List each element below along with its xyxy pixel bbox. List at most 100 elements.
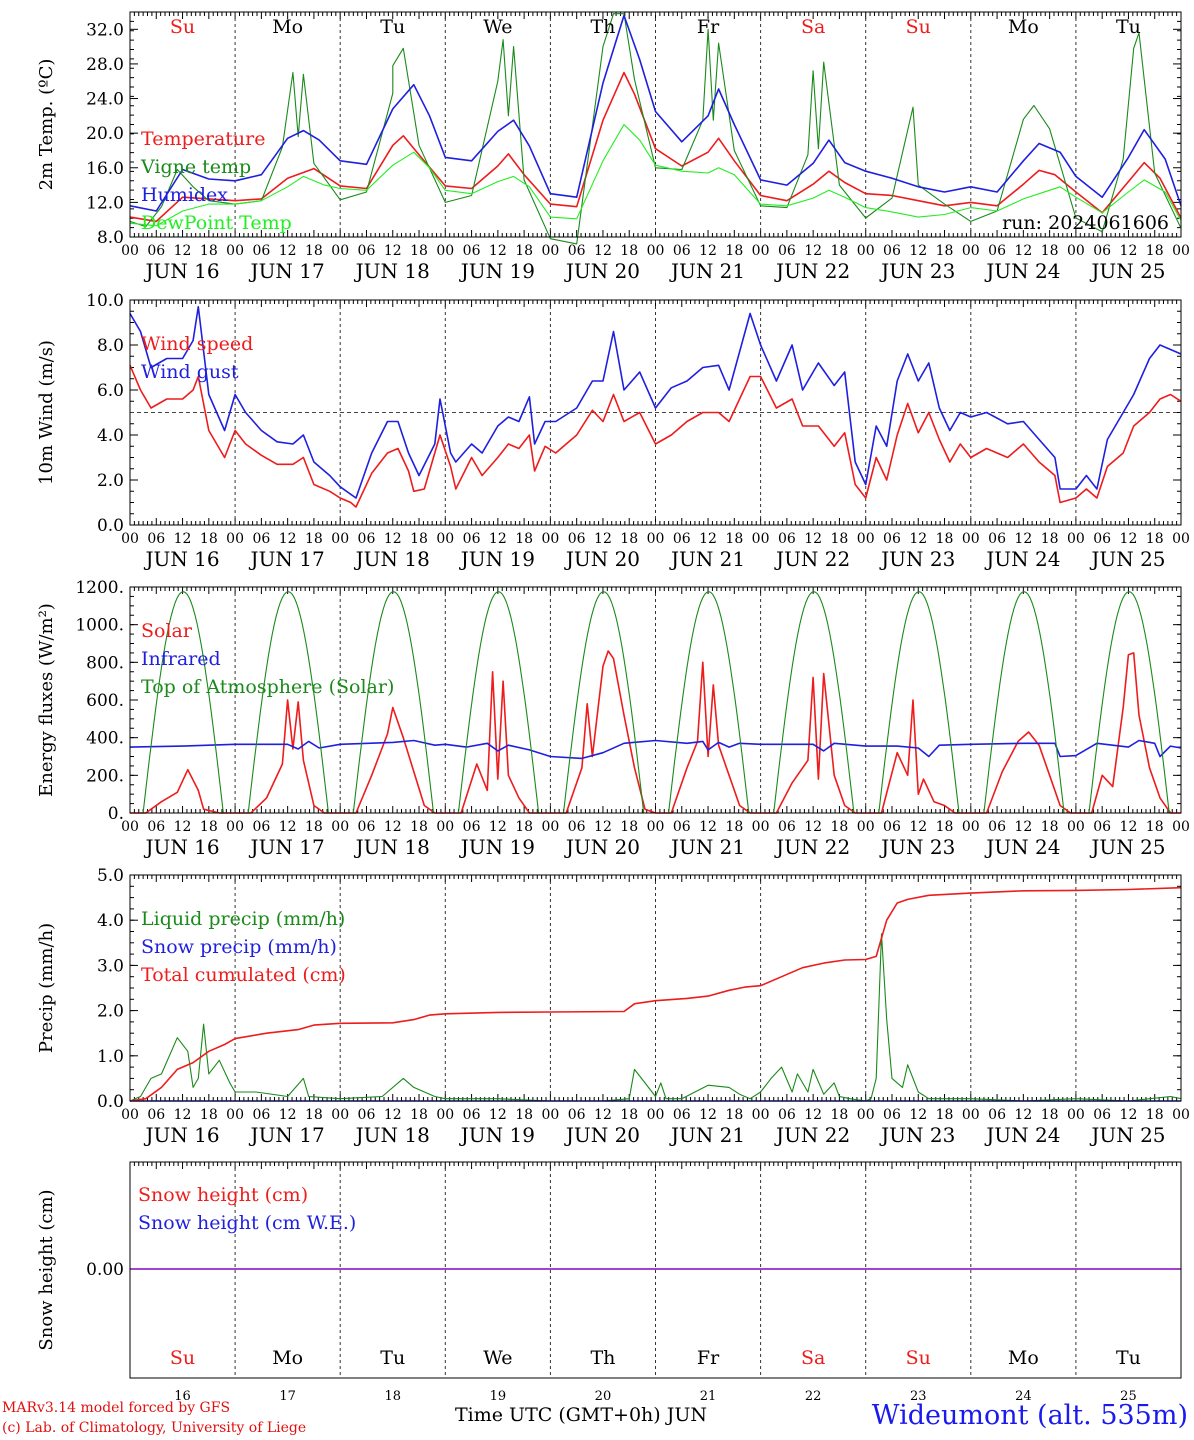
date-label: JUN 19 xyxy=(459,835,535,859)
weekday-label: Mo xyxy=(1008,16,1039,38)
hour-label: 18 xyxy=(725,531,743,547)
hour-label: 18 xyxy=(831,1107,849,1123)
hour-label: 12 xyxy=(279,1107,297,1123)
y-tick-label: 1000. xyxy=(75,616,124,636)
hour-label: 12 xyxy=(699,243,717,259)
series-wind-speed xyxy=(129,364,1182,508)
legend-entry: Solar xyxy=(141,620,193,642)
hour-label: 06 xyxy=(568,531,586,547)
hour-label: 06 xyxy=(778,243,796,259)
hour-label: 18 xyxy=(515,819,533,835)
legend-entry: Wind gust xyxy=(141,361,239,383)
date-label: JUN 23 xyxy=(879,835,955,859)
hour-label: 12 xyxy=(594,243,612,259)
date-label: JUN 20 xyxy=(564,259,640,283)
y-tick-label: 200. xyxy=(86,766,124,786)
series-vigne-temp xyxy=(129,13,1182,245)
date-label: JUN 23 xyxy=(879,259,955,283)
weekday-label: Fr xyxy=(697,1347,720,1369)
hour-label: 00 xyxy=(1067,1107,1085,1123)
hour-label: 12 xyxy=(804,243,822,259)
weekday-label: Su xyxy=(906,1347,931,1369)
hour-label: 18 xyxy=(936,819,954,835)
legend-entry: Vigne temp xyxy=(140,156,251,178)
date-label: JUN 17 xyxy=(249,259,325,283)
hour-label: 06 xyxy=(673,243,691,259)
hour-label: 12 xyxy=(699,1107,717,1123)
weekday-label: Tu xyxy=(380,16,405,38)
hour-label: 00 xyxy=(331,819,349,835)
y-tick-label: 600. xyxy=(86,691,124,711)
date-label: JUN 21 xyxy=(669,259,745,283)
hour-label: 12 xyxy=(909,1107,927,1123)
hour-label: 00 xyxy=(752,243,770,259)
series-dewpoint-temp xyxy=(129,123,1182,227)
hour-label: 18 xyxy=(305,1107,323,1123)
y-axis-title: Snow height (cm) xyxy=(36,1189,57,1350)
hour-label: 00 xyxy=(436,243,454,259)
hour-label: 00 xyxy=(226,243,244,259)
y-tick-label: 3.0 xyxy=(97,956,124,976)
series-total-cumulated-cm xyxy=(129,886,1182,1102)
hour-label: 06 xyxy=(252,531,270,547)
hour-label: 12 xyxy=(489,243,507,259)
hour-label: 18 xyxy=(831,531,849,547)
y-tick-label: 32.0 xyxy=(86,20,124,40)
hour-label: 06 xyxy=(1093,1107,1111,1123)
hour-label: 18 xyxy=(620,819,638,835)
hour-label: 00 xyxy=(436,531,454,547)
y-tick-label: 8.0 xyxy=(97,228,124,248)
y-tick-label: 20.0 xyxy=(86,124,124,144)
weekday-label: Su xyxy=(906,16,931,38)
hour-label: 06 xyxy=(358,1107,376,1123)
y-tick-label: 16.0 xyxy=(86,159,124,179)
legend-entry: Liquid precip (mm/h) xyxy=(141,908,345,930)
hour-label: 00 xyxy=(1172,819,1190,835)
hour-label: 06 xyxy=(358,819,376,835)
y-tick-label: 400. xyxy=(86,729,124,749)
y-tick-label: 10.0 xyxy=(86,291,124,311)
y-tick-label: 8.0 xyxy=(97,336,124,356)
hour-label: 00 xyxy=(541,1107,559,1123)
date-label: JUN 20 xyxy=(564,547,640,571)
hour-label: 06 xyxy=(568,243,586,259)
hour-label: 18 xyxy=(515,243,533,259)
date-label: JUN 25 xyxy=(1089,1123,1165,1147)
hour-label: 12 xyxy=(804,819,822,835)
series-temperature xyxy=(129,71,1182,223)
hour-label: 18 xyxy=(200,243,218,259)
legend-entry: Total cumulated (cm) xyxy=(141,964,346,986)
hour-label: 12 xyxy=(1014,243,1032,259)
y-tick-label: 12.0 xyxy=(86,193,124,213)
date-label: JUN 21 xyxy=(669,547,745,571)
hour-label: 18 xyxy=(200,819,218,835)
hour-label: 00 xyxy=(541,819,559,835)
hour-label: 00 xyxy=(1172,243,1190,259)
hour-label: 00 xyxy=(647,243,665,259)
hour-label: 06 xyxy=(252,819,270,835)
hour-label: 06 xyxy=(568,1107,586,1123)
hour-label: 12 xyxy=(384,531,402,547)
hour-label: 00 xyxy=(1067,243,1085,259)
hour-label: 18 xyxy=(305,531,323,547)
hour-label: 00 xyxy=(121,531,139,547)
hour-label: 00 xyxy=(752,819,770,835)
hour-label: 18 xyxy=(1146,819,1164,835)
hour-label: 00 xyxy=(121,819,139,835)
hour-label: 12 xyxy=(909,819,927,835)
hour-label: 12 xyxy=(384,1107,402,1123)
hour-label: 00 xyxy=(226,531,244,547)
day-number-label: 21 xyxy=(700,1389,717,1404)
weekday-label: Mo xyxy=(272,1347,303,1369)
hour-label: 12 xyxy=(1014,819,1032,835)
weekday-label: Mo xyxy=(272,16,303,38)
hour-label: 00 xyxy=(331,1107,349,1123)
weekday-label: Tu xyxy=(380,1347,405,1369)
date-label: JUN 18 xyxy=(354,835,430,859)
panel-frame-top xyxy=(129,1161,1182,1379)
hour-label: 18 xyxy=(410,819,428,835)
hour-label: 06 xyxy=(883,1107,901,1123)
date-label: JUN 25 xyxy=(1089,259,1165,283)
hour-label: 00 xyxy=(226,1107,244,1123)
hour-label: 00 xyxy=(541,531,559,547)
